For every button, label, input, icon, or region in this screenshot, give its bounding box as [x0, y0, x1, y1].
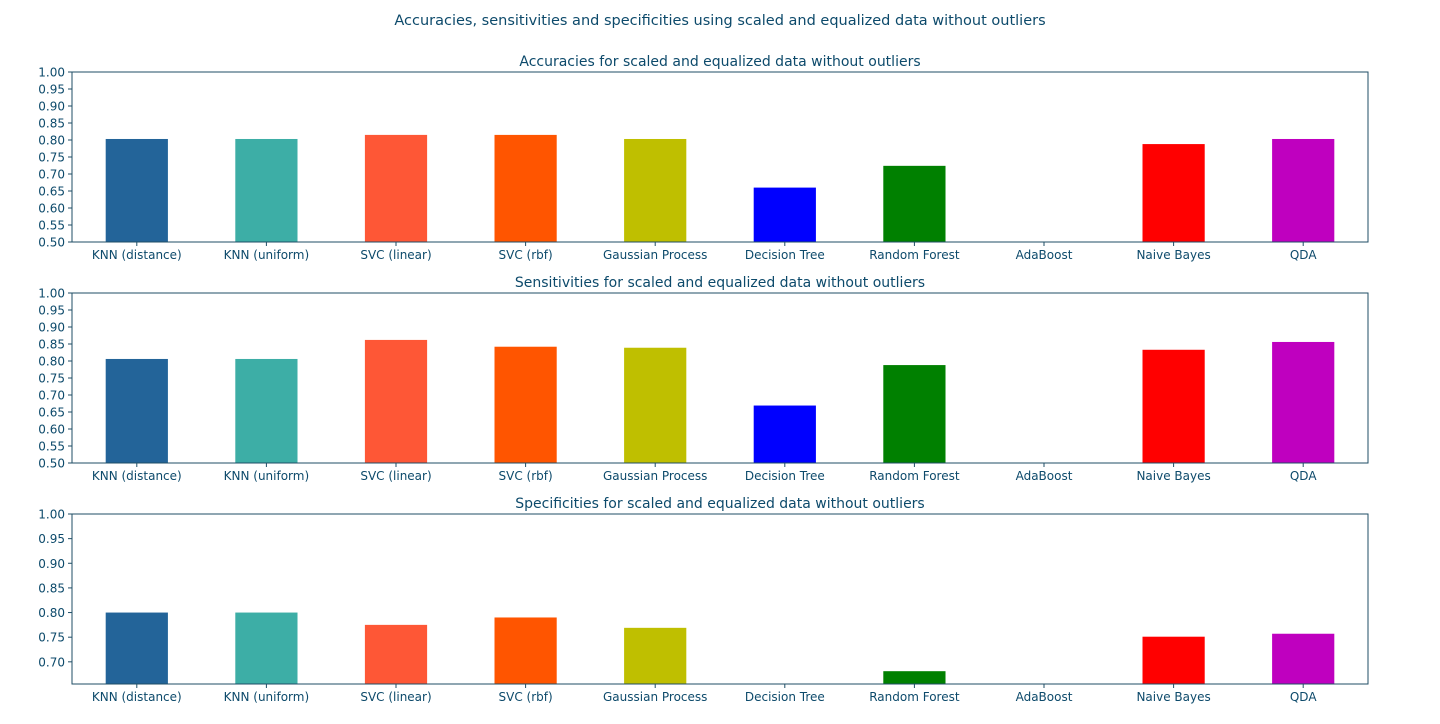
- y-tick-label: 1.00: [38, 287, 65, 301]
- y-tick-label: 0.50: [38, 457, 65, 471]
- y-tick-label: 0.85: [38, 581, 65, 595]
- x-tick-label: Decision Tree: [745, 469, 825, 483]
- x-tick-label: Decision Tree: [745, 690, 825, 704]
- x-tick-label: Random Forest: [869, 690, 960, 704]
- bar-gaussian-process: [624, 627, 687, 684]
- x-tick-label: KNN (uniform): [224, 248, 310, 262]
- x-tick-label: KNN (uniform): [224, 690, 310, 704]
- x-tick-label: SVC (rbf): [499, 469, 553, 483]
- bar-qda: [1272, 633, 1335, 684]
- bar-decision-tree: [753, 405, 816, 463]
- y-tick-label: 0.85: [38, 117, 65, 131]
- chart-panel-0: Accuracies for scaled and equalized data…: [38, 54, 1369, 262]
- x-tick-label: QDA: [1290, 469, 1317, 483]
- y-tick-label: 0.95: [38, 304, 65, 318]
- x-tick-label: KNN (uniform): [224, 469, 310, 483]
- bar-naive-bayes: [1142, 144, 1205, 242]
- x-tick-label: SVC (linear): [360, 690, 431, 704]
- y-tick-label: 0.95: [38, 83, 65, 97]
- bar-svc-rbf: [494, 134, 557, 242]
- x-tick-label: Random Forest: [869, 469, 960, 483]
- bar-naive-bayes: [1142, 349, 1205, 463]
- bar-svc-linear: [364, 339, 428, 463]
- y-tick-label: 0.95: [38, 532, 65, 546]
- chart-title: Specificities for scaled and equalized d…: [515, 496, 924, 512]
- x-tick-label: QDA: [1290, 248, 1317, 262]
- y-tick-label: 0.90: [38, 321, 65, 335]
- x-tick-label: Random Forest: [869, 248, 960, 262]
- chart-title: Sensitivities for scaled and equalized d…: [515, 275, 925, 291]
- bar-knn-uniform: [235, 358, 298, 463]
- x-tick-label: SVC (rbf): [499, 690, 553, 704]
- y-tick-label: 1.00: [38, 66, 65, 80]
- y-tick-label: 0.70: [38, 389, 65, 403]
- bar-knn-uniform: [235, 612, 298, 684]
- y-tick-label: 0.80: [38, 355, 65, 369]
- bar-knn-distance: [105, 612, 168, 684]
- x-tick-label: KNN (distance): [92, 469, 182, 483]
- bar-svc-linear: [364, 624, 428, 684]
- bar-random-forest: [883, 165, 946, 242]
- bar-gaussian-process: [624, 347, 687, 463]
- x-tick-label: KNN (distance): [92, 690, 182, 704]
- bar-random-forest: [883, 365, 946, 463]
- y-tick-label: 0.75: [38, 372, 65, 386]
- y-tick-label: 0.90: [38, 100, 65, 114]
- bar-gaussian-process: [624, 138, 687, 242]
- plot-frame: [71, 513, 1369, 685]
- bar-decision-tree: [753, 187, 816, 242]
- y-tick-label: 0.55: [38, 440, 65, 454]
- y-tick-label: 0.85: [38, 338, 65, 352]
- y-tick-label: 0.70: [38, 168, 65, 182]
- y-tick-label: 0.75: [38, 631, 65, 645]
- bar-qda: [1272, 341, 1335, 463]
- x-tick-label: Gaussian Process: [603, 469, 707, 483]
- x-tick-label: Naive Bayes: [1136, 248, 1210, 262]
- bar-svc-rbf: [494, 617, 557, 684]
- bar-qda: [1272, 138, 1335, 242]
- bar-knn-distance: [105, 138, 168, 242]
- x-tick-label: Naive Bayes: [1136, 469, 1210, 483]
- x-tick-label: Gaussian Process: [603, 248, 707, 262]
- bar-knn-distance: [105, 358, 168, 463]
- y-tick-label: 0.80: [38, 134, 65, 148]
- x-tick-label: AdaBoost: [1016, 469, 1073, 483]
- bar-svc-rbf: [494, 346, 557, 463]
- x-tick-label: Gaussian Process: [603, 690, 707, 704]
- y-tick-label: 0.65: [38, 185, 65, 199]
- x-tick-label: SVC (rbf): [499, 248, 553, 262]
- y-tick-label: 0.55: [38, 219, 65, 233]
- y-tick-label: 0.75: [38, 151, 65, 165]
- x-tick-label: QDA: [1290, 690, 1317, 704]
- y-tick-label: 0.60: [38, 423, 65, 437]
- chart-panel-1: Sensitivities for scaled and equalized d…: [38, 275, 1369, 483]
- y-tick-label: 0.60: [38, 202, 65, 216]
- x-tick-label: AdaBoost: [1016, 248, 1073, 262]
- y-tick-label: 1.00: [38, 508, 65, 522]
- x-tick-label: SVC (linear): [360, 469, 431, 483]
- x-tick-label: AdaBoost: [1016, 690, 1073, 704]
- x-tick-label: SVC (linear): [360, 248, 431, 262]
- x-tick-label: Naive Bayes: [1136, 690, 1210, 704]
- y-tick-label: 0.70: [38, 655, 65, 669]
- y-tick-label: 0.90: [38, 557, 65, 571]
- bar-random-forest: [883, 671, 946, 684]
- y-tick-label: 0.80: [38, 606, 65, 620]
- x-tick-label: Decision Tree: [745, 248, 825, 262]
- y-tick-label: 0.65: [38, 406, 65, 420]
- x-tick-label: KNN (distance): [92, 248, 182, 262]
- chart-title: Accuracies for scaled and equalized data…: [519, 54, 920, 70]
- bar-naive-bayes: [1142, 636, 1205, 684]
- y-tick-label: 0.50: [38, 236, 65, 250]
- figure-suptitle: Accuracies, sensitivities and specificit…: [394, 13, 1045, 29]
- bar-svc-linear: [364, 134, 428, 242]
- bar-knn-uniform: [235, 138, 298, 242]
- chart-panel-2: Specificities for scaled and equalized d…: [38, 496, 1369, 704]
